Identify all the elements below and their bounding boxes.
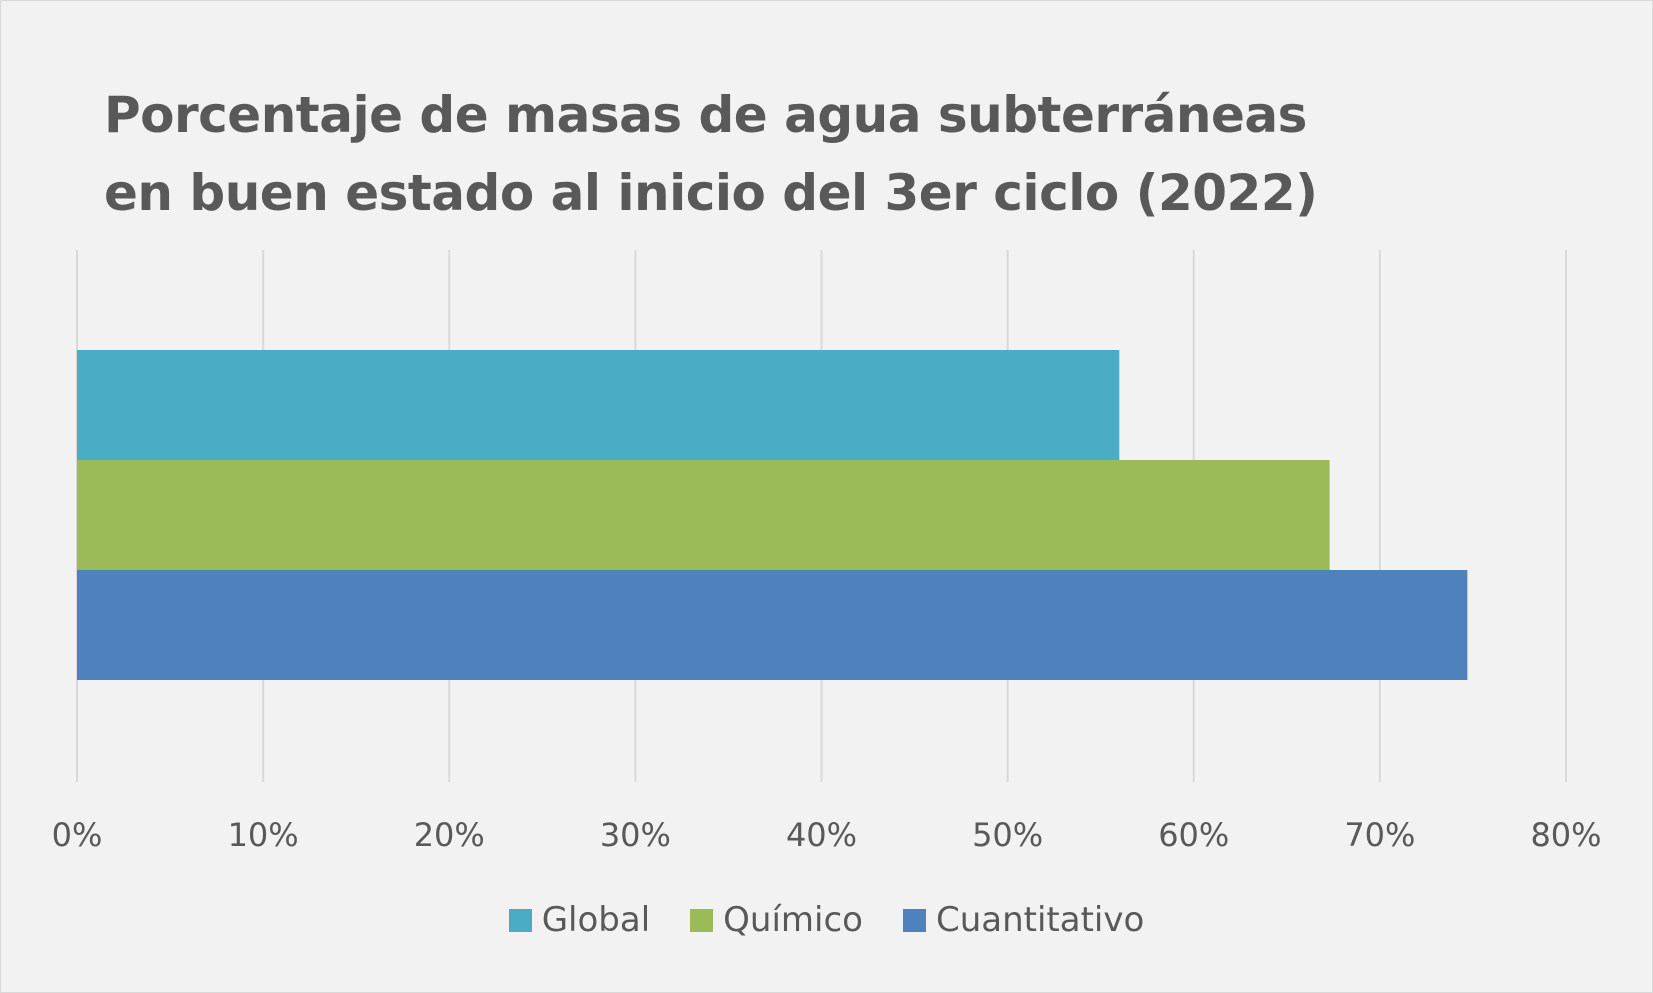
- x-tick-label: 60%: [1158, 816, 1229, 854]
- legend-label: Cuantitativo: [935, 900, 1145, 940]
- x-tick-label: 20%: [414, 816, 485, 854]
- chart-title-line-2: en buen estado al inicio del 3er ciclo (…: [104, 164, 1318, 222]
- bar-cuantitativo: [77, 570, 1468, 680]
- x-tick-label: 70%: [1344, 816, 1415, 854]
- legend-label: Global: [541, 900, 651, 940]
- x-tick-label: 50%: [972, 816, 1043, 854]
- legend-item: Global: [508, 900, 651, 940]
- legend-swatch: [902, 908, 926, 932]
- chart-title-line-1: Porcentaje de masas de agua subterráneas: [104, 86, 1307, 144]
- x-tick-label: 40%: [786, 816, 857, 854]
- legend-swatch: [690, 908, 714, 932]
- bar-quimico: [77, 460, 1330, 570]
- x-tick-label: 0%: [52, 816, 103, 854]
- legend-item: Químico: [690, 900, 863, 940]
- chart-title: Porcentaje de masas de agua subterráneas…: [104, 76, 1404, 232]
- x-tick-label: 80%: [1530, 816, 1601, 854]
- x-tick-label: 10%: [228, 816, 299, 854]
- x-tick-label: 30%: [600, 816, 671, 854]
- legend-label: Químico: [723, 900, 863, 940]
- legend-item: Cuantitativo: [902, 900, 1145, 940]
- chart-legend: Global Químico Cuantitativo: [0, 900, 1653, 940]
- legend-swatch: [508, 908, 532, 932]
- bar-global: [77, 350, 1120, 460]
